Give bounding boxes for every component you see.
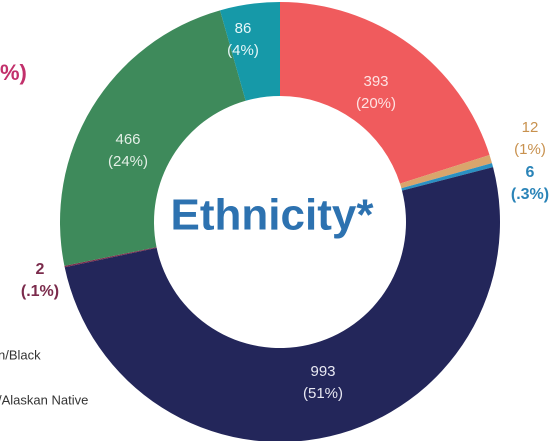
legend-fragment: n/Black — [0, 347, 41, 362]
donut-segment — [59, 10, 246, 266]
donut-segment — [64, 247, 157, 268]
value-label: 993 — [310, 363, 335, 380]
donut-segment — [220, 2, 280, 101]
percent-label: (51%) — [303, 385, 343, 402]
value-label: 6 — [526, 164, 535, 181]
donut-segment — [280, 2, 490, 184]
chart-title: Ethnicity* — [171, 191, 375, 240]
value-label: 86 — [235, 20, 252, 37]
legend-fragment: /Alaskan Native — [0, 392, 88, 407]
percent-label: (20%) — [356, 95, 396, 112]
value-label: 2 — [36, 261, 45, 278]
percent-label: (.1%) — [21, 283, 59, 300]
donut — [59, 2, 500, 441]
donut-segment — [400, 154, 492, 189]
cropped-text: %) — [0, 60, 27, 85]
donut-segment — [64, 167, 500, 441]
percent-label: (1%) — [514, 141, 546, 158]
percent-label: (24%) — [108, 153, 148, 170]
value-label: 393 — [363, 73, 388, 90]
percent-label: (.3%) — [511, 186, 549, 203]
value-label: 466 — [115, 131, 140, 148]
donut-segment — [401, 163, 494, 191]
value-label: 12 — [522, 119, 539, 136]
percent-label: (4%) — [227, 42, 259, 59]
